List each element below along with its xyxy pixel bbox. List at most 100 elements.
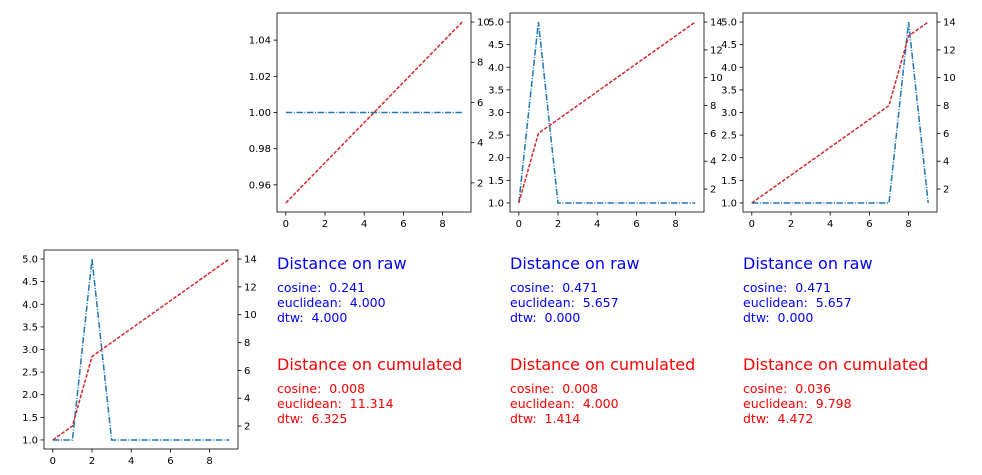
distance-panel-3: Distance on raw cosine: 0.471 euclidean:… (743, 254, 928, 426)
x-tick-label: 4 (361, 219, 367, 230)
raw-distance-title: Distance on raw (277, 254, 407, 273)
y-tick-label: 1.5 (721, 176, 737, 187)
y2-tick-label: 12 (943, 45, 956, 56)
y2-tick-label: 6 (477, 98, 483, 109)
cum-dtw-text: dtw: 6.325 (277, 411, 348, 426)
cum-dtw-text: dtw: 4.472 (743, 411, 814, 426)
y-tick-label: 3.0 (488, 108, 504, 119)
y-tick-label: 2.5 (22, 368, 38, 379)
right-axis-series-line (52, 258, 230, 441)
y-tick-label: 1.04 (249, 36, 271, 47)
y2-tick-label: 4 (477, 138, 483, 149)
chart-4: 0 2 4 6 8 1.0 1.5 2.0 2.5 3.0 3.5 4.0 4.5 5.0 2 4 6 8 10 12… (22, 249, 257, 467)
axes-frame (43, 249, 239, 450)
left-axis-series-line (518, 21, 696, 204)
chart-1: 0 2 4 6 8 0.96 0.98 1.00 1.02 1.04 2 4 6 8 10 (249, 12, 490, 230)
x-tick-label: 6 (400, 219, 406, 230)
x-tick-label: 2 (89, 456, 95, 467)
x-tick-label: 0 (749, 219, 755, 230)
y-tick-label: 3.5 (22, 322, 38, 333)
y2-tick-label: 14 (943, 18, 956, 29)
raw-distance-title: Distance on raw (510, 254, 640, 273)
y-tick-label: 4.5 (488, 40, 504, 51)
raw-cosine-text: cosine: 0.471 (743, 280, 832, 295)
x-tick-label: 8 (905, 219, 911, 230)
y-tick-label: 1.0 (488, 198, 504, 209)
y-tick-label: 4.5 (721, 40, 737, 51)
y2-tick-label: 2 (710, 185, 716, 196)
y2-tick-label: 4 (244, 394, 250, 405)
raw-cosine-text: cosine: 0.241 (277, 280, 366, 295)
raw-dtw-text: dtw: 4.000 (277, 310, 348, 325)
x-tick-label: 6 (633, 219, 639, 230)
x-tick-label: 8 (206, 456, 212, 467)
y2-tick-label: 2 (244, 422, 250, 433)
cumulated-distance-title: Distance on cumulated (743, 355, 929, 374)
y2-tick-label: 10 (710, 73, 723, 84)
raw-distance-title: Distance on raw (743, 254, 873, 273)
cum-cosine-text: cosine: 0.008 (277, 381, 366, 396)
cum-cosine-text: cosine: 0.008 (510, 381, 599, 396)
y2-tick-label: 6 (710, 129, 716, 140)
y2-tick-label: 4 (710, 157, 716, 168)
y-tick-label: 4.0 (721, 63, 737, 74)
y-tick-label: 4.5 (22, 277, 38, 288)
axes-frame (509, 12, 705, 213)
y-tick-label: 1.02 (249, 72, 271, 83)
y2-tick-label: 8 (477, 58, 483, 69)
raw-euclidean-text: euclidean: 5.657 (743, 295, 852, 310)
x-tick-label: 0 (283, 219, 289, 230)
y-tick-label: 2.0 (22, 390, 38, 401)
y-tick-label: 2.5 (488, 131, 504, 142)
axes-frame (742, 12, 938, 213)
cum-cosine-text: cosine: 0.036 (743, 381, 832, 396)
y-tick-label: 2.0 (721, 153, 737, 164)
left-axis-series-line (52, 258, 230, 441)
y-tick-label: 1.5 (488, 176, 504, 187)
y2-tick-label: 12 (710, 45, 723, 56)
y2-tick-label: 12 (244, 282, 257, 293)
y2-tick-label: 6 (943, 129, 949, 140)
y2-tick-label: 8 (244, 338, 250, 349)
cum-euclidean-text: euclidean: 4.000 (510, 396, 619, 411)
y-tick-label: 2.0 (488, 153, 504, 164)
x-tick-label: 0 (516, 219, 522, 230)
cumulated-distance-title: Distance on cumulated (510, 355, 696, 374)
distance-panel-1: Distance on raw cosine: 0.241 euclidean:… (277, 254, 462, 426)
x-tick-label: 8 (439, 219, 445, 230)
y2-tick-label: 14 (244, 255, 257, 266)
cum-dtw-text: dtw: 1.414 (510, 411, 581, 426)
y2-tick-label: 8 (710, 101, 716, 112)
y2-tick-label: 2 (477, 178, 483, 189)
raw-dtw-text: dtw: 0.000 (743, 310, 814, 325)
y2-tick-label: 4 (943, 157, 949, 168)
x-tick-label: 2 (555, 219, 561, 230)
chart-2: 0 2 4 6 8 1.0 1.5 2.0 2.5 3.0 3.5 4.0 4.5 5.0 2 4 6 8 10 12… (488, 12, 723, 230)
cum-euclidean-text: euclidean: 11.314 (277, 396, 394, 411)
right-axis-series-line (751, 21, 929, 204)
y-tick-label: 3.0 (721, 108, 737, 119)
y-tick-label: 5.0 (22, 255, 38, 266)
x-tick-label: 6 (866, 219, 872, 230)
distance-panel-2: Distance on raw cosine: 0.471 euclidean:… (510, 254, 695, 426)
y-tick-label: 1.5 (22, 413, 38, 424)
raw-dtw-text: dtw: 0.000 (510, 310, 581, 325)
raw-euclidean-text: euclidean: 5.657 (510, 295, 619, 310)
y-tick-label: 5.0 (721, 18, 737, 29)
raw-cosine-text: cosine: 0.471 (510, 280, 599, 295)
y-tick-label: 1.0 (22, 435, 38, 446)
x-tick-label: 4 (128, 456, 134, 467)
y2-tick-label: 10 (477, 18, 490, 29)
y2-tick-label: 10 (943, 73, 956, 84)
x-tick-label: 2 (322, 219, 328, 230)
left-axis-series-line (751, 21, 929, 204)
x-tick-label: 8 (672, 219, 678, 230)
y-tick-label: 3.0 (22, 345, 38, 356)
y2-tick-label: 6 (244, 366, 250, 377)
y-tick-label: 1.0 (721, 198, 737, 209)
y2-tick-label: 2 (943, 185, 949, 196)
cumulated-distance-title: Distance on cumulated (277, 355, 463, 374)
x-tick-label: 0 (50, 456, 56, 467)
x-tick-label: 4 (827, 219, 833, 230)
